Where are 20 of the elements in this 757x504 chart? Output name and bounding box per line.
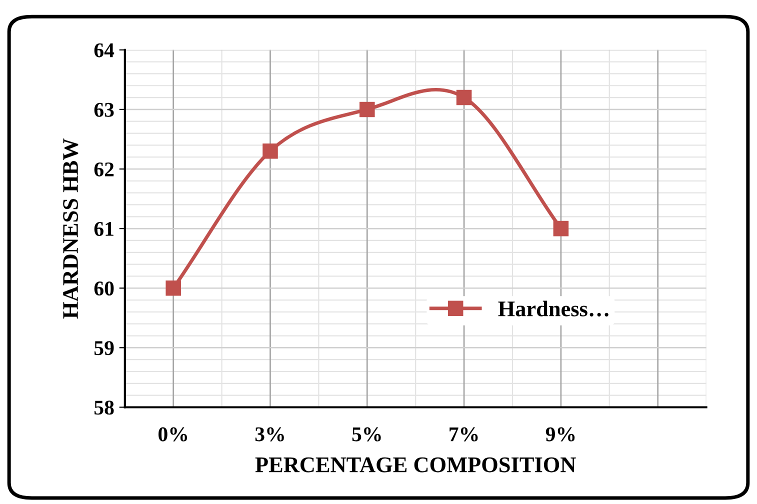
point <box>166 280 181 296</box>
x-tick-label: 9% <box>546 427 575 442</box>
x-tick-label: 0% <box>158 427 188 442</box>
point <box>553 220 569 236</box>
x-tick-label: 3% <box>255 427 284 442</box>
point <box>262 144 278 159</box>
x-axis-title: PERCENTAGE COMPOSITION <box>255 457 576 472</box>
y-tick-label: 58 <box>94 400 114 415</box>
x-tick-label: 7% <box>450 427 478 442</box>
legend-label: Hardness… <box>498 300 608 316</box>
y-tick-label: 61 <box>94 222 114 236</box>
y-tick-label: 59 <box>94 341 114 356</box>
y-tick-label: 60 <box>94 281 114 296</box>
y-axis-title: HARDNESS HBW <box>63 138 78 319</box>
y-tick-label: 62 <box>94 162 114 176</box>
point <box>456 90 472 106</box>
x-tick-label: 5% <box>352 427 381 442</box>
y-tick-label: 63 <box>94 102 114 117</box>
y-tick-label: 64 <box>94 43 114 58</box>
point <box>360 102 375 118</box>
